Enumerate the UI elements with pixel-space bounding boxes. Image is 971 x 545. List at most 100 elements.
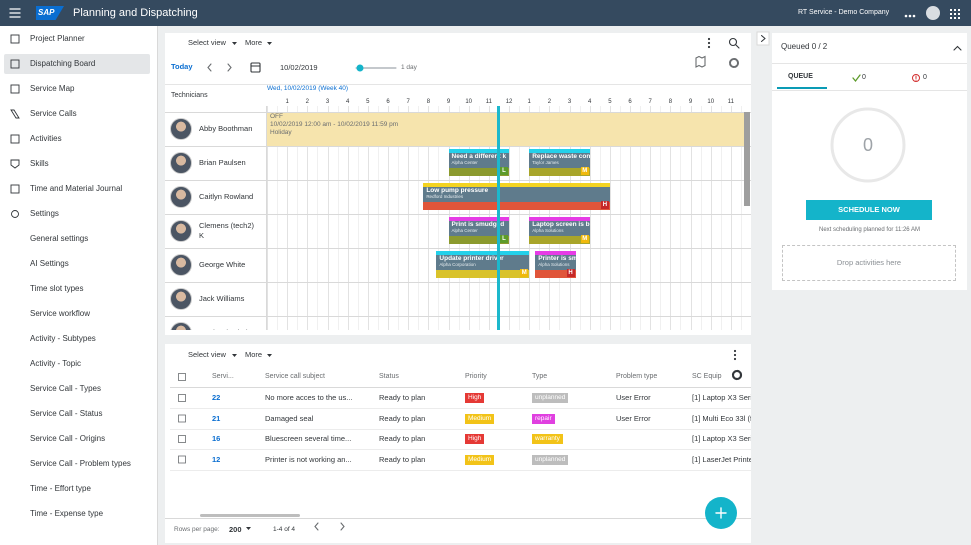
technician-name: Abby Boothman: [199, 124, 253, 133]
page-range: 1-4 of 4: [273, 526, 296, 533]
cell: Ready to plan: [379, 413, 426, 423]
priority-tag: Medium: [465, 454, 495, 465]
sidebar-subitem[interactable]: Service Call - Types: [30, 384, 101, 393]
sidebar-item[interactable]: Settings: [30, 209, 59, 218]
row-line: [170, 428, 751, 430]
header-line: [170, 387, 751, 388]
grid-line: [700, 106, 702, 330]
sidebar-active: [4, 54, 150, 74]
today[interactable]: Today: [171, 62, 193, 71]
activity[interactable]: Need a different k Alpha Center L: [448, 149, 510, 176]
activity-title: Laptop screen is b: [532, 221, 590, 228]
activity-top: [529, 149, 590, 153]
select-view[interactable]: Select view: [188, 38, 226, 47]
activity-bottom: [529, 168, 590, 176]
holiday-text: OFF: [270, 113, 283, 120]
activity[interactable]: Laptop screen is b Alpha Solutions M: [529, 217, 590, 244]
sidebar-item[interactable]: Project Planner: [30, 34, 85, 43]
error-count[interactable]: 0: [923, 74, 927, 81]
activity-bottom: [448, 236, 510, 244]
schedule-button[interactable]: SCHEDULE NOW: [806, 200, 932, 220]
call-id[interactable]: 16: [212, 434, 221, 443]
sidebar-item[interactable]: Service Map: [30, 84, 75, 93]
grid-line: [327, 106, 329, 330]
activity[interactable]: Printer is sm Alpha Solutions H: [535, 251, 576, 278]
call-id[interactable]: 22: [212, 393, 221, 402]
sidebar-subitem[interactable]: Activity - Subtypes: [30, 334, 96, 343]
sidebar-subitem[interactable]: Service Call - Status: [30, 409, 103, 418]
sidebar-item[interactable]: Activities: [30, 134, 62, 143]
cell: Damaged seal: [265, 413, 314, 423]
drop-zone: Drop activities here: [782, 245, 956, 281]
zoom: 1 day: [401, 64, 417, 71]
priority-badge: L: [500, 235, 509, 243]
grid-line: [740, 106, 742, 330]
type-tag: unplanned: [532, 454, 569, 465]
sidebar-item[interactable]: Skills: [30, 159, 49, 168]
grid-line: [509, 106, 511, 330]
activity[interactable]: Replace waste cont Taylor James M: [529, 149, 590, 176]
row-line: [165, 112, 751, 113]
activity-bottom: [529, 236, 590, 244]
activity-top: [448, 149, 510, 153]
grid-line: [438, 106, 440, 330]
next-schedule: Next scheduling planned for 11:26 AM: [819, 227, 920, 233]
top-bar: [0, 0, 971, 26]
activity[interactable]: Print is smudged Alpha Center L: [448, 217, 510, 244]
sidebar-item[interactable]: Dispatching Board: [30, 59, 96, 68]
column-header: Type: [532, 373, 548, 380]
cell: User Error: [616, 413, 651, 423]
sidebar-subitem[interactable]: General settings: [30, 234, 89, 243]
grid-line: [640, 106, 642, 330]
hour-label: 12: [505, 99, 513, 105]
technician-name: Brian Paulsen: [199, 158, 246, 167]
now-line: [496, 106, 500, 330]
sidebar-item[interactable]: Service Calls: [30, 109, 77, 118]
grid-line: [317, 106, 319, 330]
hour-label: 8: [668, 99, 673, 105]
sidebar-subitem[interactable]: Activity - Topic: [30, 359, 81, 368]
call-id[interactable]: 12: [212, 454, 221, 464]
activity-customer: Taylor James: [532, 160, 559, 165]
activity-title: Replace waste cont: [532, 153, 590, 160]
sidebar-subitem[interactable]: Service Call - Origins: [30, 434, 106, 443]
grid-line: [670, 106, 672, 330]
more[interactable]: More: [245, 350, 263, 359]
grid-line: [710, 106, 712, 330]
hour-label: 6: [386, 99, 390, 105]
sidebar-subitem[interactable]: AI Settings: [30, 259, 69, 268]
hour-label: 9: [688, 99, 693, 105]
hour-label: 9: [446, 99, 451, 105]
activity-top: [535, 251, 576, 255]
call-id[interactable]: 21: [212, 413, 221, 423]
grid-line: [519, 106, 521, 330]
grid-line: [357, 106, 359, 330]
sidebar-subitem[interactable]: Time - Expense type: [30, 509, 104, 518]
activity-title: Print is smudged: [451, 221, 505, 228]
priority-badge: M: [520, 269, 529, 277]
hour-label: 5: [608, 99, 612, 105]
gantt-grid: Abby Boothman OFF 10/02/2019 12:00 am - 10…: [165, 106, 751, 330]
grid-line: [730, 106, 732, 330]
hour-label: 7: [406, 99, 410, 105]
sidebar-subitem[interactable]: Service workflow: [30, 309, 91, 318]
done-count[interactable]: 0: [862, 74, 866, 81]
hour-label: 11: [727, 99, 735, 105]
technician-name: Jack Williams: [199, 294, 245, 303]
sidebar-item[interactable]: Time and Material Journal: [30, 184, 123, 193]
hour-label: 4: [346, 99, 350, 105]
avatar: [170, 152, 192, 174]
grid-line: [619, 106, 621, 330]
column-header: Priority: [465, 373, 487, 380]
queue-tab[interactable]: QUEUE: [788, 73, 813, 80]
sidebar-subitem[interactable]: Service Call - Problem types: [30, 459, 131, 468]
sidebar-subitem[interactable]: Time - Effort type: [30, 484, 91, 493]
queue-divider: [772, 63, 967, 64]
sidebar-subitem[interactable]: Time slot types: [30, 284, 84, 293]
cell: User Error: [616, 393, 651, 402]
select-view[interactable]: Select view: [188, 350, 226, 359]
activity[interactable]: Update printer driver Alpha Corporation M: [436, 251, 530, 278]
activity[interactable]: Low pump pressure Redford Industries H: [423, 183, 610, 210]
rows-per-page[interactable]: 200: [229, 525, 242, 534]
more[interactable]: More: [245, 38, 263, 47]
